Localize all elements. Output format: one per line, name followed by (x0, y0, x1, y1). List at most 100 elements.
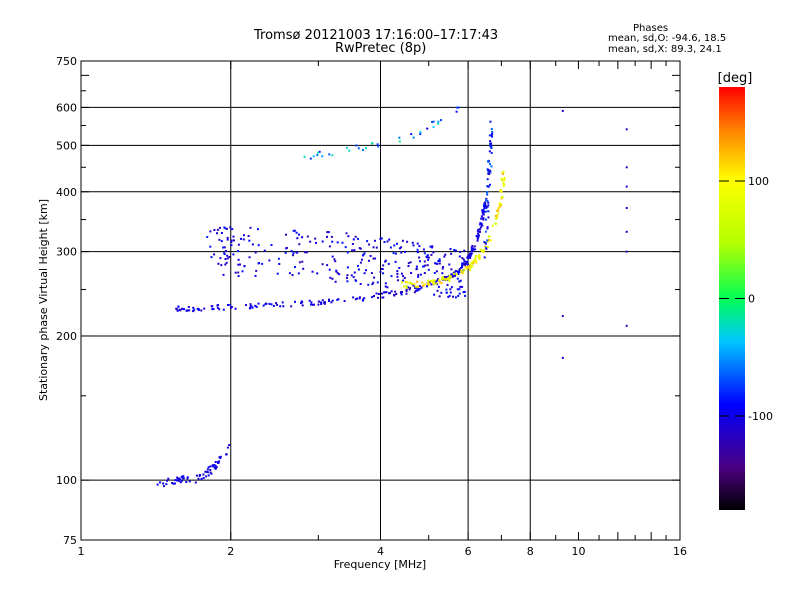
data-point (486, 227, 489, 230)
data-point (186, 476, 189, 479)
data-point (432, 251, 435, 254)
data-point (458, 292, 461, 295)
data-point (485, 206, 488, 209)
data-point (228, 444, 231, 446)
data-point (489, 163, 491, 166)
data-point (171, 482, 174, 484)
data-point (156, 483, 159, 486)
data-point (561, 356, 564, 359)
data-point (369, 255, 372, 257)
data-point (625, 207, 628, 209)
data-point (188, 480, 191, 483)
data-point (476, 239, 479, 242)
data-point (214, 467, 217, 470)
data-point (197, 307, 200, 310)
data-point (489, 140, 492, 143)
data-point (355, 144, 358, 147)
data-point (373, 295, 375, 297)
data-point (494, 214, 497, 217)
data-point (353, 249, 356, 252)
data-point (165, 483, 168, 486)
data-point (491, 132, 494, 135)
data-point (320, 301, 322, 304)
data-point (321, 299, 324, 302)
data-point (215, 466, 218, 469)
data-point (179, 478, 182, 481)
data-point (419, 133, 422, 136)
data-point (337, 298, 340, 301)
data-point (410, 283, 413, 285)
data-point (366, 240, 369, 243)
y-tick-labels: 75 100 200 300 400 500 600 750 (56, 55, 77, 547)
data-point (450, 268, 453, 271)
data-point (424, 264, 427, 267)
chart-title-line2: RwPretec (8p) (335, 41, 427, 56)
data-point (359, 261, 362, 264)
data-point (442, 277, 445, 280)
data-point (414, 289, 417, 292)
data-point (473, 260, 476, 263)
data-point (477, 228, 480, 231)
data-point (462, 258, 465, 261)
data-point (501, 196, 503, 198)
data-point (242, 238, 245, 241)
data-point (209, 230, 212, 233)
data-point (251, 306, 254, 309)
colorbar-label: [deg] (718, 71, 753, 86)
data-point (484, 230, 487, 233)
data-point (230, 306, 233, 308)
data-point (230, 244, 233, 247)
data-point (405, 284, 408, 287)
data-point (216, 228, 219, 231)
data-point (362, 148, 364, 151)
data-point (419, 273, 422, 276)
data-point (417, 285, 420, 288)
data-point (467, 264, 470, 266)
data-point (211, 465, 214, 468)
data-point (469, 266, 472, 269)
data-point (426, 264, 429, 267)
data-point (461, 257, 464, 260)
data-point (469, 255, 472, 258)
data-point (322, 301, 325, 304)
data-point (432, 281, 434, 284)
data-point (300, 300, 303, 303)
data-point (354, 298, 357, 301)
data-point (443, 276, 446, 278)
y-axis-label: Stationary phase Virtual Height [km] (37, 199, 50, 401)
data-point (392, 252, 395, 255)
data-point (483, 256, 486, 259)
data-point (464, 294, 466, 297)
data-point (292, 252, 295, 255)
data-point (396, 275, 399, 278)
data-point (459, 285, 462, 288)
data-point (284, 252, 287, 254)
data-point (480, 217, 483, 220)
data-point (483, 202, 486, 205)
data-point (368, 243, 371, 246)
data-point (298, 261, 301, 264)
data-point (207, 474, 210, 477)
data-point (476, 237, 479, 240)
data-point (485, 210, 488, 213)
data-point (237, 258, 240, 261)
data-point (282, 305, 285, 308)
data-point (407, 262, 410, 265)
data-point (486, 200, 489, 203)
data-point (216, 307, 219, 309)
data-point (486, 240, 489, 243)
data-point (237, 250, 240, 252)
data-point (290, 250, 293, 253)
data-point (224, 263, 227, 266)
data-point (263, 249, 266, 252)
data-point (212, 308, 215, 311)
data-point (500, 197, 503, 200)
data-point (219, 257, 222, 260)
data-point (333, 258, 336, 261)
data-point (336, 272, 339, 275)
data-point (318, 300, 321, 303)
data-point (316, 154, 319, 157)
data-point (498, 202, 501, 205)
y-tick-label: 500 (56, 139, 77, 152)
data-point (438, 260, 441, 262)
